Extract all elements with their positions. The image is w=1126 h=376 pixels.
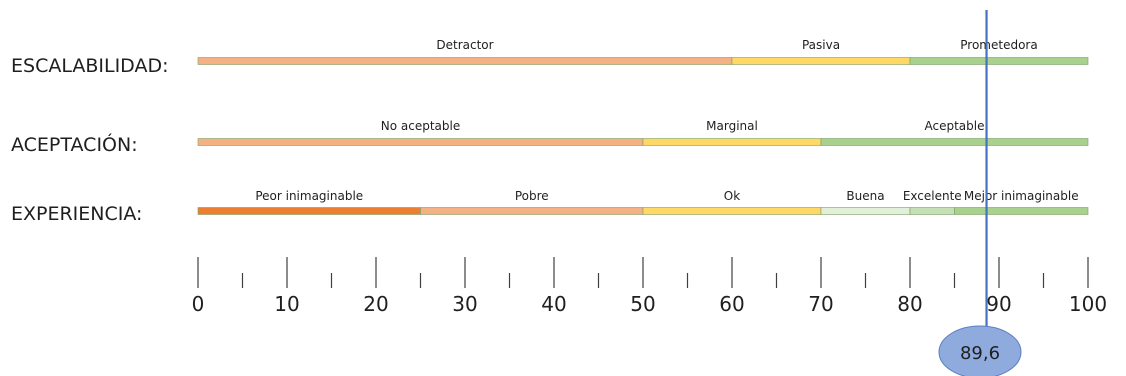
scale-segment xyxy=(197,138,644,146)
tick-label: 10 xyxy=(274,292,299,316)
scale-segment xyxy=(820,207,911,215)
segment-label: Detractor xyxy=(436,38,493,52)
tick-label: 80 xyxy=(897,292,922,316)
scale-segment xyxy=(909,207,955,215)
score-marker: 89,6 xyxy=(938,10,1022,376)
segment-label: Ok xyxy=(724,189,740,203)
segment-label: Peor inimaginable xyxy=(255,189,363,203)
scale-segment xyxy=(420,207,644,215)
scale-rows: ESCALABILIDAD: Detractor Pasiva Prometedora… xyxy=(11,38,1089,225)
scale-row: ESCALABILIDAD: Detractor Pasiva Prometedora xyxy=(11,38,1089,77)
scale-row: ACEPTACIÓN: No aceptable Marginal Aceptable xyxy=(11,119,1089,156)
scale-segment xyxy=(820,138,1089,146)
scale-segment xyxy=(642,138,822,146)
scale-segment xyxy=(197,57,733,65)
scale-segment xyxy=(197,207,421,215)
segment-label: Excelente xyxy=(903,189,962,203)
tick-label: 90 xyxy=(986,292,1011,316)
segment-label: Pobre xyxy=(515,189,549,203)
segment-label: Buena xyxy=(846,189,884,203)
scale-segment xyxy=(642,207,822,215)
tick-label: 0 xyxy=(192,292,205,316)
tick-label: 30 xyxy=(452,292,477,316)
scale-segment xyxy=(731,57,911,65)
row-label: ESCALABILIDAD: xyxy=(11,55,169,77)
segment-label: No aceptable xyxy=(381,119,460,133)
segment-label: Mejor inimaginable xyxy=(964,189,1079,203)
tick-label: 100 xyxy=(1069,292,1107,316)
scale-segment xyxy=(909,57,1089,65)
row-label: EXPERIENCIA: xyxy=(11,203,142,225)
tick-label: 50 xyxy=(630,292,655,316)
segment-label: Prometedora xyxy=(960,38,1037,52)
tick-label: 60 xyxy=(719,292,744,316)
score-label: 89,6 xyxy=(960,343,1000,364)
scale-segment xyxy=(954,207,1089,215)
x-axis: 0 10 20 30 40 50 60 70 80 90 100 xyxy=(192,257,1107,316)
tick-label: 20 xyxy=(363,292,388,316)
score-bubble xyxy=(938,325,1022,376)
row-label: ACEPTACIÓN: xyxy=(11,132,138,156)
segment-label: Marginal xyxy=(706,119,758,133)
segment-label: Pasiva xyxy=(802,38,840,52)
scale-row: EXPERIENCIA: Peor inimaginable Pobre Ok Buen… xyxy=(11,189,1089,225)
tick-label: 70 xyxy=(808,292,833,316)
segment-label: Aceptable xyxy=(925,119,985,133)
tick-label: 40 xyxy=(541,292,566,316)
